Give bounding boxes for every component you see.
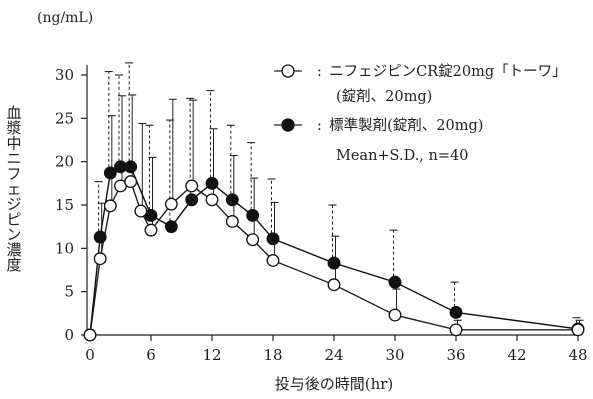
open-circle-point — [83, 328, 97, 342]
x-tick-label: 6 — [146, 346, 156, 364]
series-markers — [83, 160, 585, 342]
x-tick-label: 18 — [263, 346, 282, 364]
filled-circle-point — [266, 232, 280, 246]
y-axis-label-char: ジ — [6, 195, 21, 213]
y-axis-label-char: 漿 — [6, 119, 21, 137]
y-tick-label: 25 — [55, 109, 74, 127]
x-tick-label: 30 — [385, 346, 404, 364]
y-axis-label-char: ピ — [6, 210, 21, 228]
open-circle-point — [185, 179, 199, 193]
legend-filled-circle-marker — [281, 118, 295, 132]
y-tick-label: 20 — [55, 153, 74, 171]
open-circle-point — [205, 193, 219, 207]
legend-label-line2: (錠剤、20mg) — [336, 88, 432, 105]
series-line — [89, 166, 579, 336]
open-circle-point — [144, 223, 158, 237]
filled-circle-point — [225, 193, 239, 207]
filled-circle-point — [103, 166, 117, 180]
x-tick-label: 48 — [568, 346, 587, 364]
filled-circle-point — [124, 160, 138, 174]
filled-circle-point — [93, 230, 107, 244]
y-tick-label: 5 — [64, 283, 74, 301]
open-circle-point — [571, 323, 585, 337]
legend-label: : ニフェジピンCR錠20mg「トーワ」 — [317, 63, 567, 80]
y-axis-label-char: ェ — [6, 180, 21, 198]
open-circle-point — [124, 175, 138, 189]
open-circle-point — [93, 252, 107, 266]
y-axis-label-char: 血 — [6, 104, 21, 122]
filled-circle-point — [327, 256, 341, 270]
filled-circle-point — [246, 208, 260, 222]
x-axis-label: 投与後の時間(hr) — [275, 375, 394, 393]
open-circle-point — [164, 197, 178, 211]
legend-note: Mean+S.D., n=40 — [336, 148, 468, 164]
open-circle-point — [449, 323, 463, 337]
open-circle-point — [246, 233, 260, 247]
filled-circle-point — [205, 176, 219, 190]
y-tick-label: 10 — [55, 239, 74, 257]
legend: : ニフェジピンCR錠20mg「トーワ」 (錠剤、20mg) : 標準製剤(錠剤、2… — [274, 63, 567, 164]
open-circle-point — [327, 278, 341, 292]
series-lines — [89, 166, 579, 336]
legend-open-circle-marker — [281, 64, 295, 78]
open-circle-point — [103, 199, 117, 213]
axes: 0 5 10 15 20 25 30 0 6 12 18 24 30 36 42 48 — [55, 65, 588, 364]
open-circle-point — [388, 308, 402, 322]
x-tick-label: 0 — [85, 346, 95, 364]
y-axis-label-char: 中 — [6, 134, 21, 152]
x-tick-label: 24 — [324, 346, 343, 364]
filled-circle-point — [449, 306, 463, 319]
y-tick-label: 30 — [55, 66, 74, 84]
y-tick-label: 15 — [55, 196, 74, 214]
y-unit-label: (ng/mL) — [37, 10, 93, 26]
y-axis-label-char: 濃 — [6, 241, 21, 259]
filled-circle-point — [388, 275, 402, 289]
y-axis-label-char: 度 — [6, 256, 21, 274]
filled-circle-point — [164, 220, 178, 234]
open-circle-point — [266, 254, 280, 267]
filled-circle-point — [185, 193, 199, 207]
open-circle-point — [134, 204, 148, 218]
open-circle-point — [225, 215, 239, 228]
x-tick-label: 36 — [446, 346, 465, 364]
y-tick-label: 0 — [64, 326, 74, 344]
x-tick-label: 12 — [202, 346, 221, 364]
legend-label: : 標準製剤(錠剤、20mg) — [317, 117, 483, 134]
y-axis-label-char: フ — [6, 165, 21, 183]
y-axis-label-char: ン — [6, 226, 21, 244]
y-axis-label-char: ニ — [6, 150, 21, 168]
x-tick-label: 42 — [507, 346, 526, 364]
